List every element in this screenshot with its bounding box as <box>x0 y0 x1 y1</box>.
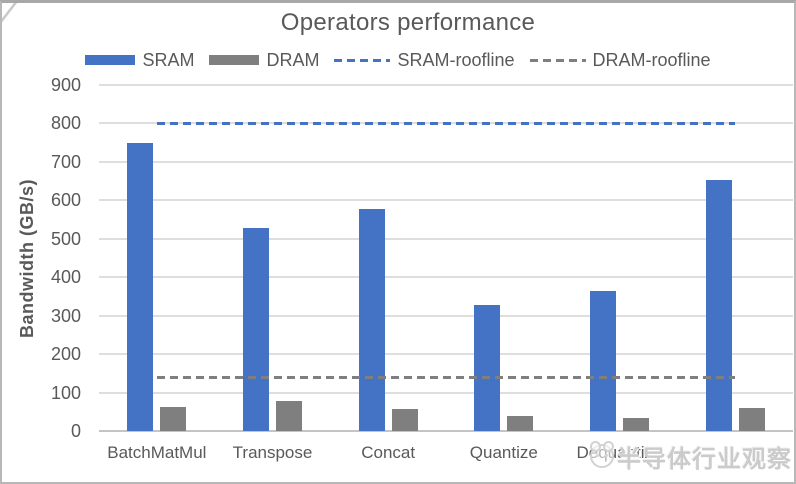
y-tick-label-400: 400 <box>50 267 81 288</box>
bar-sram-3 <box>358 208 385 431</box>
corner-diagonal-mark <box>2 3 18 23</box>
chart-title: Operators performance <box>280 9 536 36</box>
y-tick-label-800: 800 <box>50 113 81 134</box>
legend-label-sram-roofline: SRAM-roofline <box>397 49 515 70</box>
x-axis-labels: BatchMatMul Transpose Concat Quantize Dequan… <box>99 443 793 465</box>
plot-area <box>99 84 793 432</box>
bar-sram-4 <box>474 305 501 431</box>
y-tick-label-100: 100 <box>50 382 81 403</box>
x-category-label-4: Quantize <box>469 443 538 462</box>
gridline-300 <box>99 314 793 317</box>
gridline-200 <box>99 353 793 356</box>
x-category-label-1: BatchMatMul <box>107 443 207 462</box>
bar-dram-3 <box>391 409 418 431</box>
y-tick-label-300: 300 <box>50 305 81 326</box>
bar-dram-6 <box>738 407 765 431</box>
gridline-600 <box>99 199 793 202</box>
legend: SRAM DRAM SRAM-roofline DRAM-roofline <box>2 48 794 72</box>
x-category-label-3: Concat <box>361 443 416 462</box>
y-tick-label-900: 900 <box>50 75 81 95</box>
x-axis-line <box>99 430 793 432</box>
bar-dram-5 <box>623 417 649 431</box>
gridline-700 <box>99 160 793 163</box>
legend-label-dram: DRAM <box>266 49 320 70</box>
bar-dram-1 <box>160 407 187 431</box>
gridline-100 <box>99 391 793 394</box>
x-category-label-5: Dequantize <box>576 443 663 462</box>
bar-sram-6 <box>705 180 732 431</box>
y-tick-label-500: 500 <box>50 228 81 249</box>
y-tick-label-700: 700 <box>50 151 81 172</box>
y-tick-label-200: 200 <box>50 344 81 365</box>
dram-roofline <box>156 375 736 379</box>
bar-dram-2 <box>276 400 302 431</box>
y-tick-label-600: 600 <box>50 190 81 211</box>
legend-item-sram: SRAM <box>85 50 194 71</box>
legend-item-dram-roofline: DRAM-roofline <box>529 49 711 71</box>
y-tick-label-0: 0 <box>70 421 81 441</box>
dram-roofline-dash-swatch <box>529 58 586 62</box>
legend-item-sram-roofline: SRAM-roofline <box>334 49 515 71</box>
gridline-400 <box>99 276 793 279</box>
bar-sram-2 <box>243 228 269 431</box>
x-category-label-2: Transpose <box>232 443 313 462</box>
legend-item-dram: DRAM <box>209 50 319 71</box>
sram-roofline <box>156 121 736 125</box>
sram-roofline-dash-swatch <box>334 58 391 62</box>
y-axis-ticks: 0 100 200 300 400 500 600 700 800 900 <box>2 76 90 440</box>
legend-label-sram: SRAM <box>142 49 195 70</box>
gridline-500 <box>99 237 793 240</box>
bar-dram-4 <box>507 416 534 431</box>
bar-sram-5 <box>590 290 616 431</box>
sram-swatch <box>85 55 136 65</box>
bar-sram-1 <box>127 143 154 431</box>
dram-swatch <box>209 55 260 65</box>
legend-label-dram-roofline: DRAM-roofline <box>592 49 711 70</box>
gridline-900 <box>99 84 793 86</box>
